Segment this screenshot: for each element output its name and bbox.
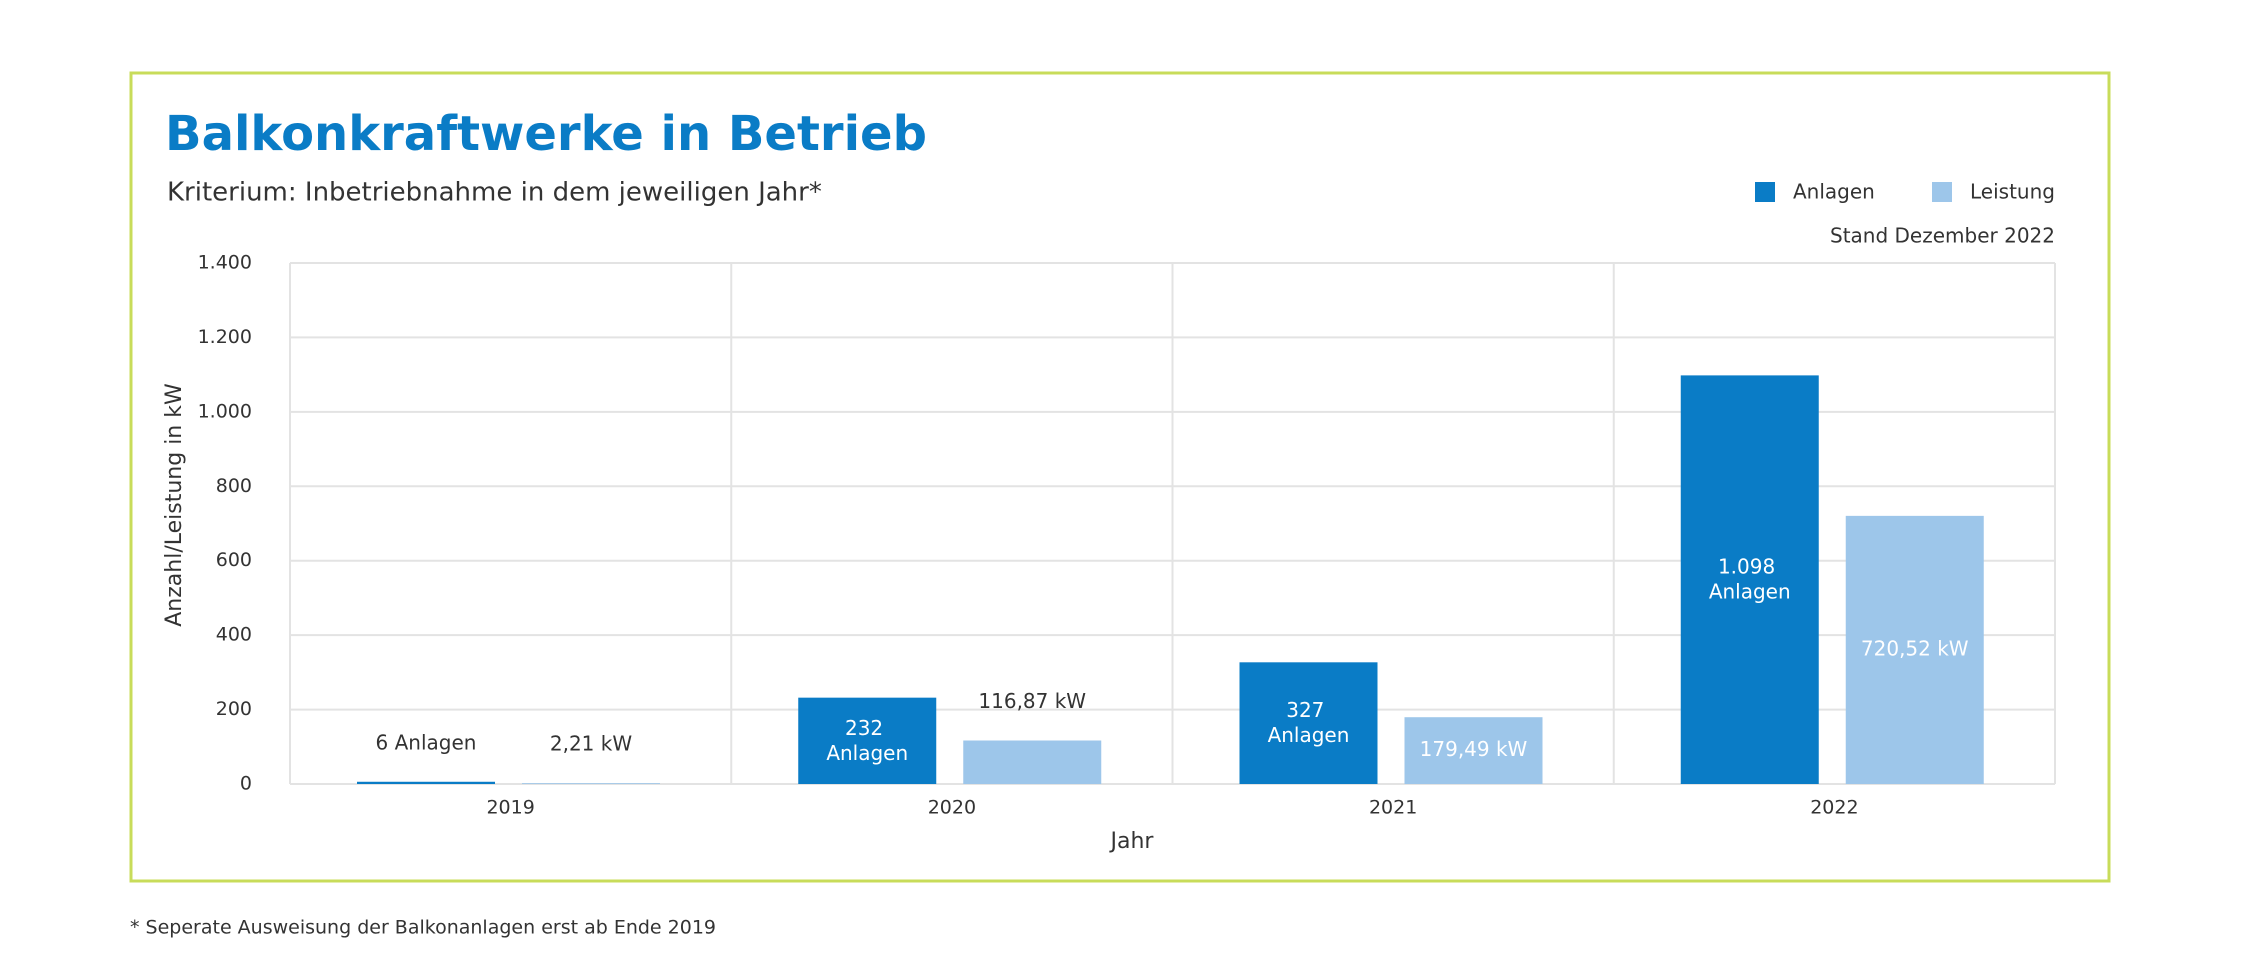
value-label: 2,21 kW [550,732,632,756]
y-tick-label: 600 [216,549,252,571]
legend-label: Anlagen [1793,180,1875,204]
legend-swatch [1932,182,1952,202]
x-tick-label: 2020 [928,797,976,819]
chart-title: Balkonkraftwerke in Betrieb [165,106,927,162]
legend-swatch [1755,182,1775,202]
value-label: 1.098 Anlagen [1709,554,1791,603]
chart-note: Stand Dezember 2022 [1830,224,2055,248]
legend-label: Leistung [1970,180,2055,204]
footnote: * Seperate Ausweisung der Balkonanlagen … [130,917,716,939]
chart-subtitle: Kriterium: Inbetriebnahme in dem jeweili… [167,178,822,208]
bar [798,697,937,784]
y-axis-label: Anzahl/Leistung in kW [162,383,187,627]
value-label: 179,49 kW [1420,737,1528,761]
bar [1845,515,1984,784]
bar [522,783,660,784]
value-label-line: Anlagen [1709,579,1791,603]
value-label-line: 1.098 [1718,554,1782,578]
bar [357,781,495,784]
y-tick-label: 0 [240,773,252,795]
value-label: 116,87 kW [978,689,1086,713]
bar [963,740,1102,784]
x-tick-label: 2021 [1369,797,1417,819]
y-tick-label: 400 [216,624,252,646]
bar [1404,717,1543,784]
y-tick-label: 1.000 [198,400,252,422]
value-label: 327 Anlagen [1268,698,1350,747]
value-label-line: 232 [845,715,890,739]
x-axis-label: Jahr [1109,829,1155,854]
bar [1680,375,1819,784]
value-label: 720,52 kW [1861,636,1969,660]
value-label-line: 327 [1286,698,1331,722]
x-tick-label: 2019 [486,797,534,819]
x-tick-label: 2022 [1810,797,1858,819]
value-label: 232 Anlagen [826,715,908,764]
y-tick-label: 800 [216,475,252,497]
value-label-line: Anlagen [1268,723,1350,747]
y-tick-label: 1.200 [198,326,252,348]
value-label-line: Anlagen [826,740,908,764]
y-tick-label: 1.400 [198,252,252,274]
y-tick-label: 200 [216,698,252,720]
value-label: 6 Anlagen [376,730,477,754]
bar [1239,662,1378,784]
